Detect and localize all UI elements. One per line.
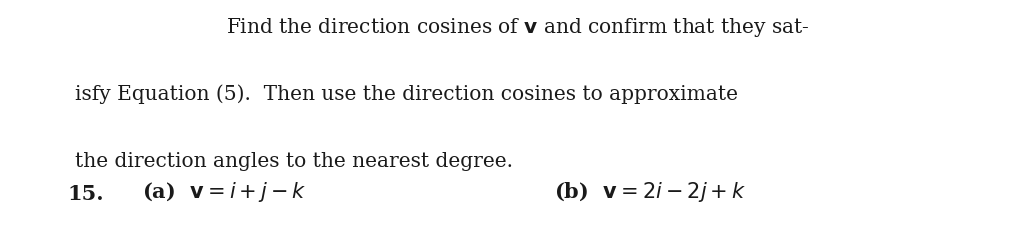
Text: the direction angles to the nearest degree.: the direction angles to the nearest degr…	[75, 152, 512, 171]
Text: Find the direction cosines of $\mathbf{v}$ and confirm that they sat-: Find the direction cosines of $\mathbf{v…	[226, 16, 809, 39]
Text: isfy Equation (5).  Then use the direction cosines to approximate: isfy Equation (5). Then use the directio…	[75, 84, 738, 104]
Text: (a)  $\mathbf{v} = i + j - k$: (a) $\mathbf{v} = i + j - k$	[142, 180, 306, 204]
Text: (b)  $\mathbf{v} = 2i - 2j + k$: (b) $\mathbf{v} = 2i - 2j + k$	[554, 180, 746, 204]
Text: 15.: 15.	[67, 184, 104, 204]
